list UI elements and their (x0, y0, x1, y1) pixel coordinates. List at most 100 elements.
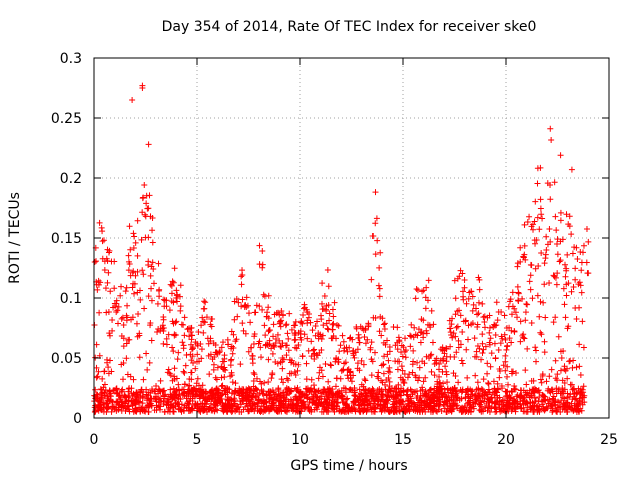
roti-point (475, 386, 482, 393)
roti-point (557, 217, 564, 224)
roti-point (436, 394, 443, 401)
roti-point (330, 392, 337, 399)
roti-point (428, 351, 435, 358)
roti-point (576, 304, 583, 311)
roti-point (308, 406, 315, 413)
roti-point (246, 407, 253, 414)
roti-point (312, 392, 319, 399)
roti-point (574, 403, 581, 410)
roti-point (324, 266, 331, 273)
roti-point (452, 372, 459, 379)
roti-point (568, 400, 575, 407)
roti-point (378, 332, 385, 339)
roti-point (272, 340, 279, 347)
roti-point (411, 324, 418, 331)
roti-point (232, 387, 239, 394)
roti-point (342, 385, 349, 392)
roti-point (168, 298, 175, 305)
roti-point (96, 219, 103, 226)
roti-point (518, 387, 525, 394)
roti-point (283, 321, 290, 328)
roti-point (147, 272, 154, 279)
roti-point (188, 369, 195, 376)
roti-point (465, 322, 472, 329)
roti-point (547, 403, 554, 410)
roti-point (381, 401, 388, 408)
roti-point (118, 332, 125, 339)
roti-point (390, 407, 397, 414)
roti-point (448, 321, 455, 328)
roti-point (227, 402, 234, 409)
roti-point (380, 370, 387, 377)
roti-point (512, 309, 519, 316)
roti-point (258, 380, 265, 387)
roti-point (138, 386, 145, 393)
roti-point (260, 390, 267, 397)
roti-point (133, 320, 140, 327)
roti-point (273, 310, 280, 317)
roti-point (283, 342, 290, 349)
roti-point (368, 406, 375, 413)
roti-point (549, 386, 556, 393)
roti-point (180, 345, 187, 352)
roti-point (335, 322, 342, 329)
roti-point (362, 388, 369, 395)
roti-point (477, 401, 484, 408)
roti-point (129, 284, 136, 291)
roti-point (247, 319, 254, 326)
roti-point (461, 284, 468, 291)
roti-point (534, 292, 541, 299)
roti-point (402, 335, 409, 342)
roti-point (122, 288, 129, 295)
roti-point (379, 406, 386, 413)
roti-point (239, 267, 246, 274)
roti-point (318, 408, 325, 415)
roti-point (410, 358, 417, 365)
roti-point (107, 288, 114, 295)
roti-point (296, 394, 303, 401)
roti-point (126, 261, 133, 268)
roti-point (228, 328, 235, 335)
roti-point (400, 344, 407, 351)
roti-point (444, 386, 451, 393)
roti-point (265, 379, 272, 386)
roti-point (541, 407, 548, 414)
roti-point (559, 390, 566, 397)
roti-point (238, 401, 245, 408)
roti-point (568, 231, 575, 238)
roti-point (134, 252, 141, 259)
roti-point (509, 303, 516, 310)
roti-point (318, 347, 325, 354)
roti-point (436, 366, 443, 373)
roti-point (212, 397, 219, 404)
roti-point (526, 394, 533, 401)
roti-point (579, 394, 586, 401)
roti-point (562, 401, 569, 408)
roti-point (334, 389, 341, 396)
roti-point (184, 388, 191, 395)
roti-point (168, 282, 175, 289)
roti-point (292, 318, 299, 325)
roti-point (341, 408, 348, 415)
roti-point (437, 357, 444, 364)
roti-point (488, 350, 495, 357)
roti-point (189, 344, 196, 351)
roti-point (563, 292, 570, 299)
roti-point (475, 274, 482, 281)
roti-point (195, 328, 202, 335)
roti-point (455, 337, 462, 344)
roti-point (237, 361, 244, 368)
roti-point (437, 346, 444, 353)
roti-point (550, 319, 557, 326)
roti-point (564, 365, 571, 372)
roti-point (537, 164, 544, 171)
roti-point (201, 394, 208, 401)
roti-point (330, 313, 337, 320)
roti-point (317, 312, 324, 319)
roti-point (462, 318, 469, 325)
roti-point (478, 386, 485, 393)
roti-point (508, 339, 515, 346)
roti-point (371, 349, 378, 356)
roti-point (208, 396, 215, 403)
